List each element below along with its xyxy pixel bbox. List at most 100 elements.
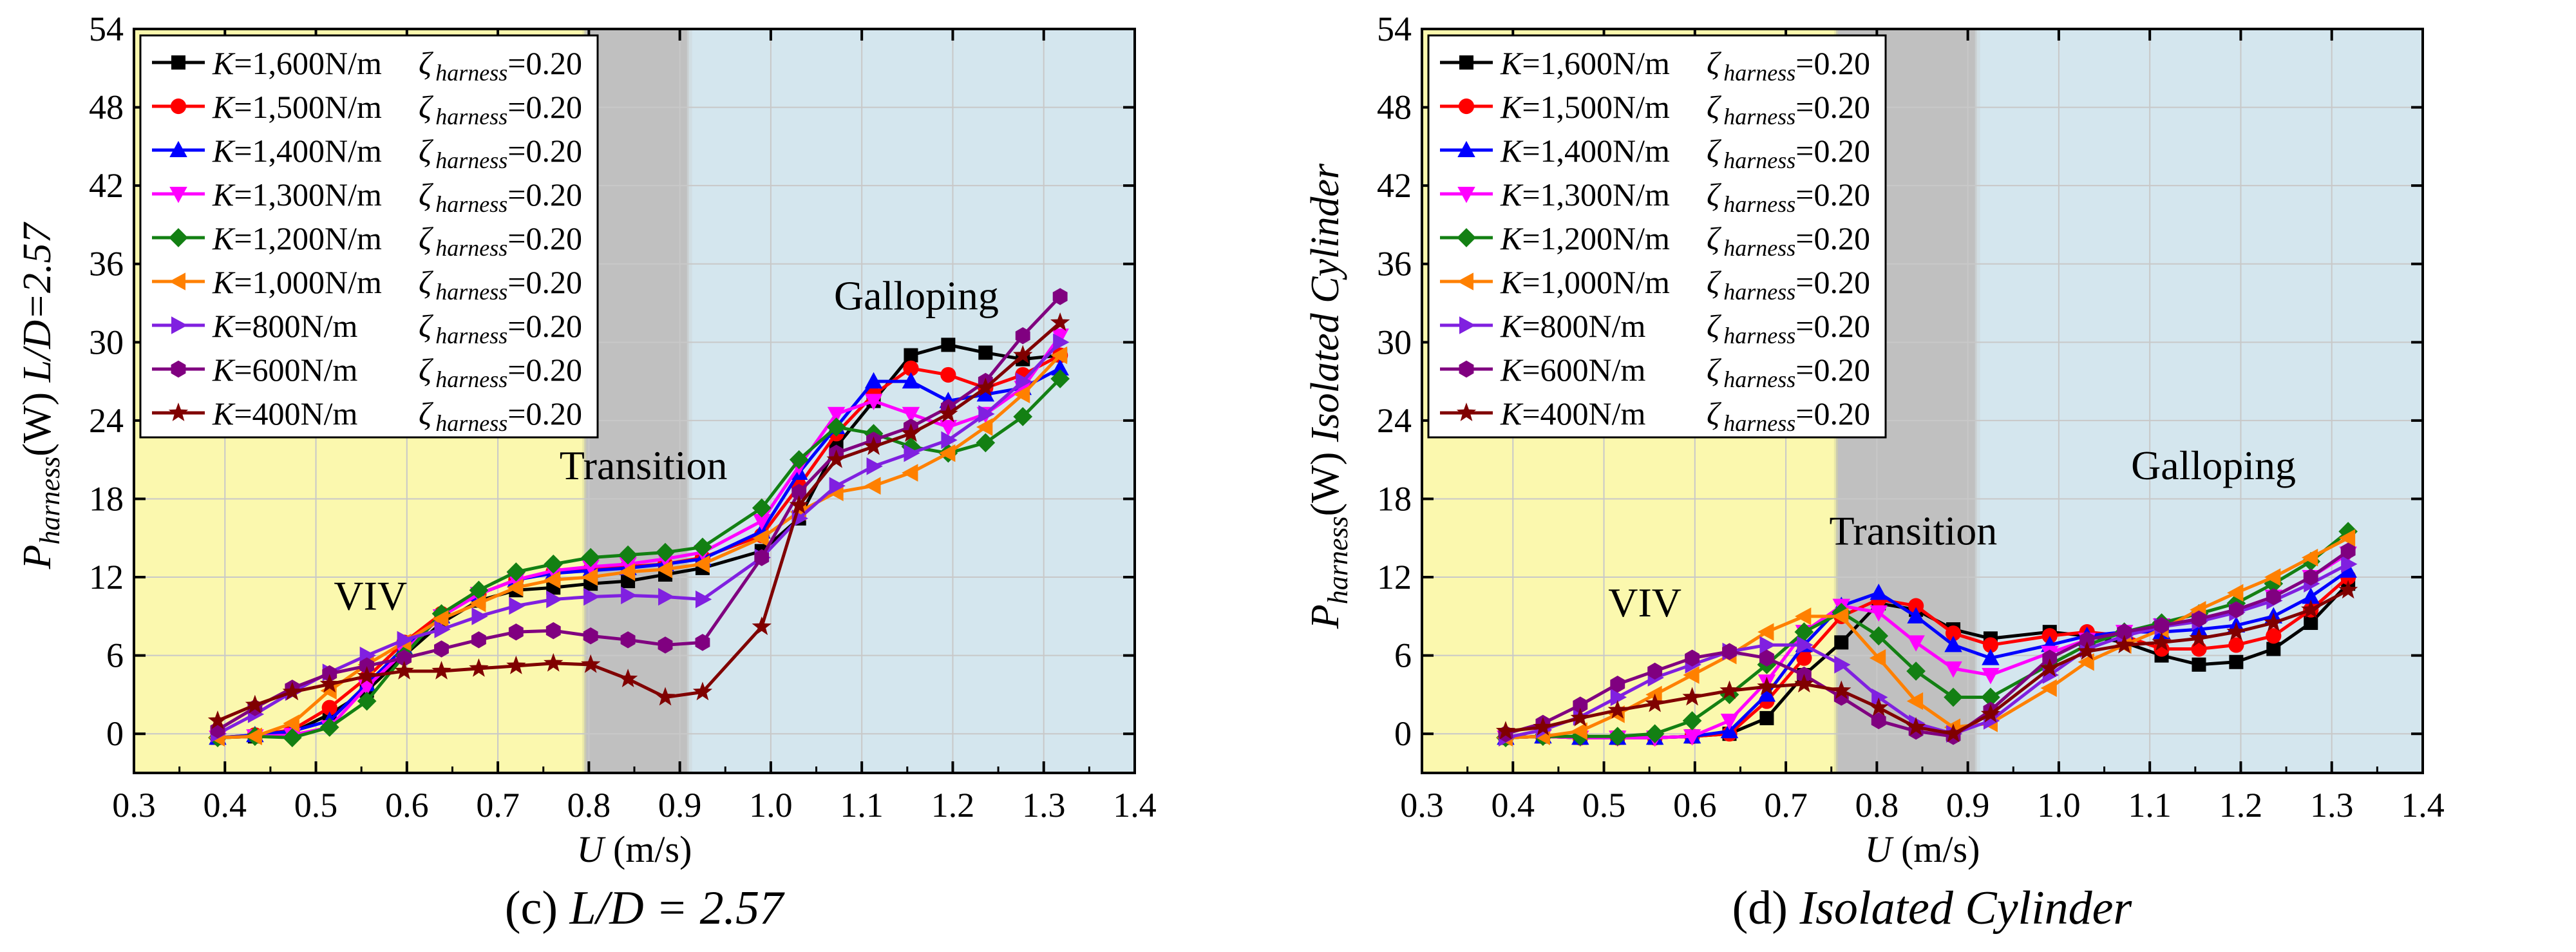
chart-d-legend-zeta: ζ harness=0.20 (1707, 220, 1870, 261)
chart-c-data-point (692, 681, 713, 701)
chart-d-data-point (1981, 687, 2000, 707)
chart-c-data-point (583, 627, 598, 645)
chart-d-data-point (2264, 568, 2281, 586)
chart-d-legend-item: K=1,000N/m ζ harness=0.20 (1440, 264, 1870, 305)
chart-d-data-point (1982, 649, 2000, 665)
chart-c-legend-swatch-marker (171, 316, 188, 334)
chart-c-ytick-label: 18 (89, 479, 124, 518)
chart-c-data-point (789, 495, 809, 514)
chart-d-data-point (1795, 607, 1812, 625)
chart-d-ytick-label: 54 (1377, 10, 1412, 48)
chart-c-legend-swatch-marker (169, 272, 185, 290)
chart-d-data-point (2192, 610, 2206, 628)
chart-d-region-label-galloping: Galloping (2131, 443, 2296, 488)
chart-c-ylabel: Pharness(W) L/D=2.57 (15, 222, 66, 570)
chart-d-data-point (2339, 561, 2357, 578)
chart-d-data-point (1607, 727, 1627, 747)
chart-d-data-point (1719, 680, 1739, 700)
chart-d-ytick-label: 24 (1377, 401, 1412, 440)
chart-c-legend-box (139, 34, 599, 439)
chart-c-legend-label: K=1,600N/m (212, 45, 382, 81)
chart-d-data-point (1871, 688, 1888, 707)
chart-c-data-point (321, 700, 337, 716)
chart-d-data-point (1797, 636, 1814, 654)
chart-c-data-point (469, 594, 486, 613)
chart-c-ytick-label: 42 (89, 166, 124, 205)
chart-panel-c: VIV Transition Galloping 0.3 0.4 0.5 0.6 0.7 0.8… (15, 10, 1157, 935)
chart-c-data-point (693, 555, 710, 573)
chart-c-data-point (941, 431, 958, 450)
chart-d-data-point (1685, 649, 1700, 667)
chart-d-data-point (2264, 613, 2284, 631)
chart-c-data-point (581, 568, 598, 586)
chart-d-xlabel: U (m/s) (1865, 828, 1980, 870)
chart-c-data-point (902, 406, 920, 424)
chart-c-legend-zeta: ζ harness=0.20 (419, 352, 582, 392)
chart-c-data-point (245, 694, 265, 714)
chart-d-data-point (2117, 623, 2132, 641)
chart-c-legend-swatch-marker (171, 55, 185, 70)
chart-c-xtick-label: 0.6 (385, 786, 429, 824)
chart-c-data-point (471, 631, 486, 649)
chart-c-data-point (976, 418, 993, 436)
chart-c-data-point (752, 498, 772, 518)
chart-c-xtick-label: 1.4 (1113, 786, 1157, 824)
caption-c-label: (c) (504, 882, 558, 935)
chart-c-data-point (978, 405, 995, 423)
chart-d-data-point (2341, 555, 2358, 573)
chart-c-region-transition (584, 29, 689, 773)
chart-d-data-point (2338, 580, 2358, 599)
chart-c-data-point (658, 587, 675, 606)
chart-c-data-point (509, 596, 526, 615)
chart-d-xtick-label: 0.6 (1673, 786, 1717, 824)
chart-c-xlabel: U (m/s) (577, 828, 692, 870)
chart-c-data-point (283, 714, 299, 732)
chart-d-series-8 (1495, 580, 2358, 743)
chart-d-legend-item: K=400N/m ζ harness=0.20 (1440, 395, 1870, 436)
chart-d-data-point (1869, 649, 1886, 667)
chart-c-data-point (583, 587, 600, 606)
chart-d-region-edge-right (1975, 29, 1980, 773)
chart-d-data-point (1908, 598, 1924, 614)
chart-d-legend-zeta: ζ harness=0.20 (1707, 133, 1870, 173)
chart-d-data-point (1906, 717, 1926, 736)
chart-c-legend-zeta: ζ harness=0.20 (419, 264, 582, 305)
chart-d-data-point (2189, 628, 2209, 647)
chart-c-legend-swatch-marker (169, 140, 187, 157)
chart-c-ytick-label: 24 (89, 401, 124, 440)
chart-c-data-point (432, 610, 449, 628)
chart-d-xtick-label: 0.3 (1400, 786, 1444, 824)
chart-c-data-point (581, 547, 601, 567)
chart-d-data-point (2226, 622, 2246, 641)
chart-d-legend-zeta: ζ harness=0.20 (1707, 352, 1870, 392)
chart-d-data-point (1759, 636, 1776, 654)
chart-d-legend-zeta: ζ harness=0.20 (1707, 176, 1870, 217)
chart-d-data-point (1870, 584, 1888, 600)
chart-d-legend-item: K=1,200N/m ζ harness=0.20 (1440, 220, 1870, 261)
chart-d-data-point (2229, 654, 2244, 669)
chart-c-data-point (546, 590, 563, 609)
chart-c-data-point (754, 549, 770, 566)
chart-c-data-point (582, 559, 600, 576)
chart-c-region-label-viv: VIV (334, 573, 407, 619)
chart-d-data-point (1945, 625, 1962, 642)
chart-d-legend-swatch-marker (1459, 360, 1474, 378)
chart-c-legend-item: K=1,600N/m ζ harness=0.20 (152, 45, 582, 86)
chart-c-legend-zeta: ζ harness=0.20 (419, 220, 582, 261)
chart-c-data-point (544, 571, 561, 589)
chart-d-data-point (2228, 637, 2244, 653)
chart-d-data-point (1834, 656, 1851, 674)
chart-d-region-label-viv: VIV (1608, 580, 1681, 625)
chart-c-legend-item: K=1,000N/m ζ harness=0.20 (152, 264, 582, 305)
chart-d-data-point (1570, 707, 1590, 727)
chart-c-data-point (826, 417, 846, 437)
chart-c-xtick-label: 0.4 (204, 786, 247, 824)
chart-d-data-point (1906, 662, 1926, 681)
chart-d-data-point (2077, 641, 2097, 660)
chart-d-data-point (2340, 542, 2356, 560)
chart-c-data-point (1051, 359, 1069, 376)
chart-d-data-point (2338, 529, 2356, 547)
chart-c-data-point (976, 433, 996, 453)
chart-c-data-point (1051, 328, 1069, 345)
chart-c-legend-item: K=1,400N/m ζ harness=0.20 (152, 133, 582, 173)
